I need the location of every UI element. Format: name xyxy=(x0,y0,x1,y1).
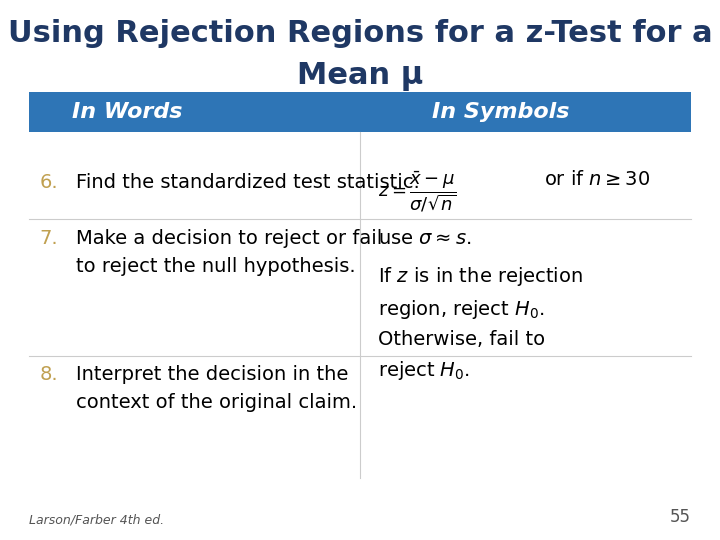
Text: In Symbols: In Symbols xyxy=(432,102,570,122)
Text: $z = \dfrac{\bar{x} - \mu}{\sigma / \sqrt{n}}$: $z = \dfrac{\bar{x} - \mu}{\sigma / \sqr… xyxy=(378,170,456,214)
Text: In Words: In Words xyxy=(72,102,182,122)
FancyBboxPatch shape xyxy=(29,92,691,132)
Text: 7.: 7. xyxy=(40,230,58,248)
Text: use $\sigma \approx s.$: use $\sigma \approx s.$ xyxy=(378,230,472,248)
Text: If $z$ is in the rejection
region, reject $H_0$.
Otherwise, fail to
reject $H_0$: If $z$ is in the rejection region, rejec… xyxy=(378,265,583,382)
Text: Using Rejection Regions for a z-Test for a: Using Rejection Regions for a z-Test for… xyxy=(8,19,712,48)
Text: 6.: 6. xyxy=(40,173,58,192)
Text: Find the standardized test statistic.: Find the standardized test statistic. xyxy=(76,173,419,192)
Text: 55: 55 xyxy=(670,509,691,526)
Text: Make a decision to reject or fail
to reject the null hypothesis.: Make a decision to reject or fail to rej… xyxy=(76,230,382,276)
Text: Larson/Farber 4th ed.: Larson/Farber 4th ed. xyxy=(29,514,164,526)
Text: Mean μ: Mean μ xyxy=(297,62,423,91)
Text: Interpret the decision in the
context of the original claim.: Interpret the decision in the context of… xyxy=(76,364,356,411)
Text: or if $n \geq 30$: or if $n \geq 30$ xyxy=(544,170,650,189)
Text: 8.: 8. xyxy=(40,364,58,383)
